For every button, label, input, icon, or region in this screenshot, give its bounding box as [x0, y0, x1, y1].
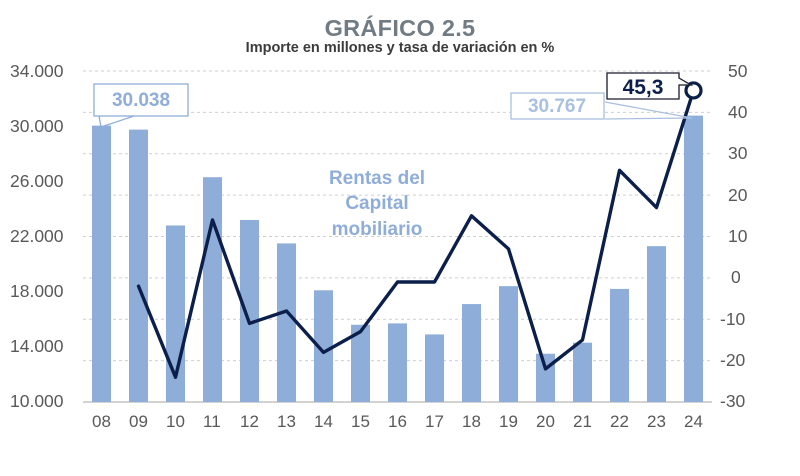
svg-text:30.767: 30.767	[528, 96, 586, 117]
svg-text:30.038: 30.038	[112, 90, 170, 111]
svg-text:45,3: 45,3	[623, 76, 664, 99]
